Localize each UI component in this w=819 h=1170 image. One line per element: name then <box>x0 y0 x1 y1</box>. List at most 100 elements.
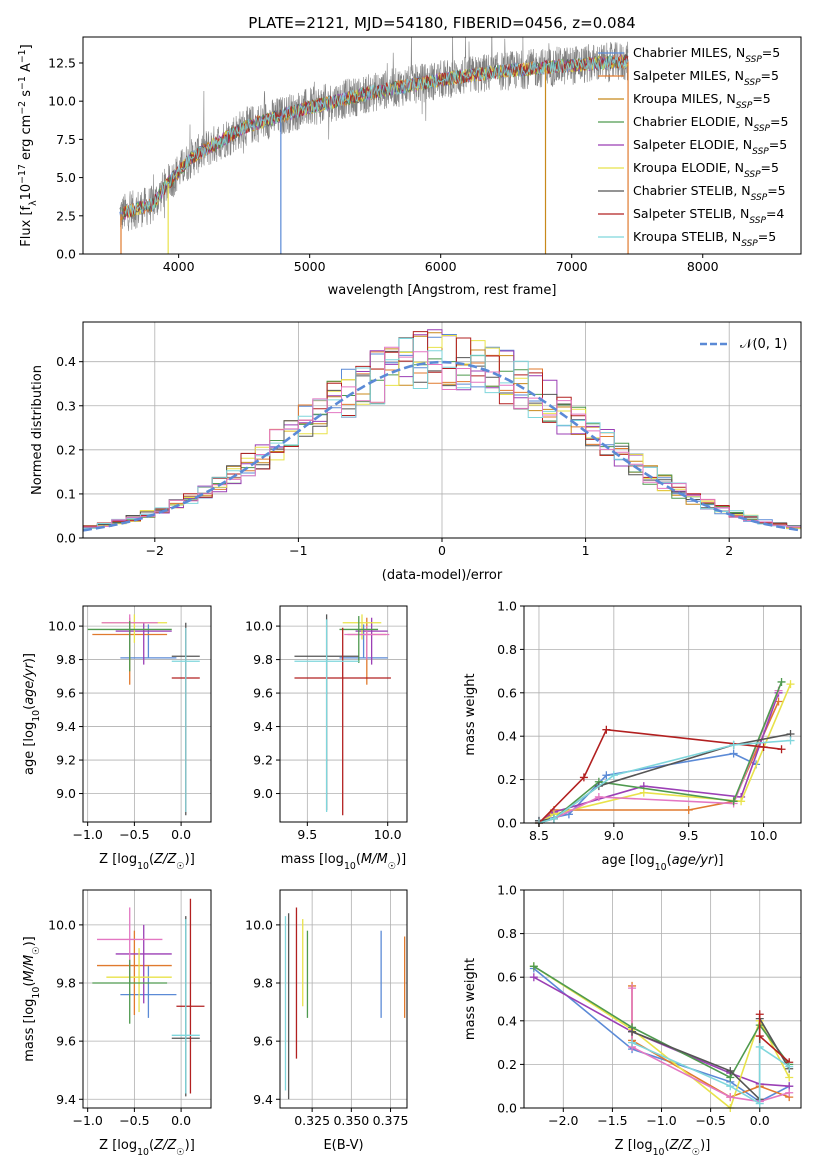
spectrum-xtick-label: 7000 <box>556 259 588 274</box>
spectrum-title: PLATE=2121, MJD=54180, FIBERID=0456, z=0… <box>248 14 635 32</box>
spectrum-ytick-label: 12.5 <box>48 55 76 70</box>
z-age-xtick-label: 0.0 <box>171 827 191 842</box>
legend-entry: Kroupa MILES, NSSP=5 <box>633 91 771 111</box>
z-weight-marker <box>755 1010 764 1019</box>
z-weight-marker <box>755 1099 764 1108</box>
z-mass-xlabel: Z [log10(Z/Z☉)] <box>99 1138 195 1158</box>
age-weight-ytick-label: 0.8 <box>497 642 517 657</box>
hist-plot-area <box>82 329 801 532</box>
age-weight-marker <box>602 725 611 734</box>
z-mass-frame <box>82 889 212 1109</box>
z-age-ytick-label: 9.6 <box>56 686 76 701</box>
spectrum-ytick-label: 2.5 <box>56 208 76 223</box>
z-age-ytick-label: 9.4 <box>56 719 76 734</box>
age-weight-marker <box>786 736 795 745</box>
gauss-curve <box>82 360 799 532</box>
z-age-ytick-label: 9.8 <box>56 652 76 667</box>
mass-age-ytick-label: 9.2 <box>253 753 273 768</box>
z-weight-ytick-label: 0.6 <box>497 970 517 985</box>
z-weight-ytick-label: 1.0 <box>497 883 517 898</box>
z-mass-ytick-label: 9.4 <box>56 1092 76 1107</box>
z-age-frame <box>82 605 212 823</box>
z-age-ytick-label: 9.0 <box>56 786 76 801</box>
age-weight-plot-area <box>534 677 795 827</box>
legend-entry: Kroupa STELIB, NSSP=5 <box>633 229 776 249</box>
age-weight-xtick-label: 10.0 <box>750 828 778 843</box>
ebv-mass-plot-area <box>284 907 406 1100</box>
ebv-mass-xtick-label: 0.350 <box>333 1113 369 1128</box>
hist-legend-entry: 𝒩(0, 1) <box>740 337 787 352</box>
z-weight-xtick-label: −1.0 <box>646 1113 676 1128</box>
spectrum-xlabel: wavelength [Angstrom, rest frame] <box>328 283 557 298</box>
legend-entry: Kroupa ELODIE, NSSP=5 <box>633 160 779 180</box>
z-mass-axes <box>83 890 211 1108</box>
z-mass-xtick-label: −1.0 <box>72 1113 102 1128</box>
z-weight-plot-area <box>529 962 794 1112</box>
z-weight-marker <box>529 962 538 971</box>
hist-xlabel: (data-model)/error <box>382 568 503 583</box>
mass-age-xtick-label: 9.5 <box>297 827 317 842</box>
age-weight-marker <box>609 771 618 780</box>
hist-step-line <box>83 338 801 529</box>
age-weight-marker <box>684 805 693 814</box>
age-weight-marker <box>777 677 786 686</box>
spectrum-frame <box>82 36 802 255</box>
mass-age-ytick-label: 9.4 <box>253 719 273 734</box>
age-weight-ytick-label: 0.4 <box>497 729 517 744</box>
hist-ytick-label: 0.0 <box>56 531 76 546</box>
spectrum-ytick-label: 5.0 <box>56 170 76 185</box>
z-mass-ytick-label: 9.8 <box>56 976 76 991</box>
z-age-axes <box>83 606 211 822</box>
legend-entry: Chabrier STELIB, NSSP=5 <box>633 183 786 203</box>
age-weight-ytick-label: 0.6 <box>497 685 517 700</box>
z-age-ytick-label: 10.0 <box>48 619 76 634</box>
z-age-ylabel: age [log10(age/yr)] <box>22 653 42 775</box>
legend-entry: Salpeter ELODIE, NSSP=5 <box>633 137 787 157</box>
z-weight-series-line <box>758 1014 790 1063</box>
z-weight-marker <box>628 1027 637 1036</box>
mass-age-ytick-label: 10.0 <box>245 619 273 634</box>
z-mass-xtick-label: −0.5 <box>119 1113 149 1128</box>
ebv-mass-ytick-label: 9.6 <box>253 1034 273 1049</box>
z-weight-marker <box>726 1066 735 1075</box>
z-weight-xtick-label: −0.5 <box>695 1113 725 1128</box>
z-mass-ytick-label: 9.6 <box>56 1034 76 1049</box>
age-weight-marker <box>777 745 786 754</box>
age-weight-marker <box>737 797 746 806</box>
ebv-mass-xlabel: E(B-V) <box>323 1138 363 1153</box>
z-mass-xtick-label: 0.0 <box>171 1113 191 1128</box>
mass-age-ytick-label: 9.0 <box>253 786 273 801</box>
age-weight-marker <box>579 773 588 782</box>
hist-xtick-label: 0 <box>438 543 446 558</box>
legend-entry: Salpeter STELIB, NSSP=4 <box>633 206 784 226</box>
z-weight-ytick-label: 0.2 <box>497 1057 517 1072</box>
hist-ytick-label: 0.4 <box>56 354 76 369</box>
mass-age-ytick-label: 9.6 <box>253 686 273 701</box>
z-weight-marker <box>755 1042 764 1051</box>
mass-age-frame <box>279 605 408 823</box>
z-weight-marker <box>785 1088 794 1097</box>
z-mass-ylabel: mass [log10(M/M☉)] <box>22 936 42 1062</box>
legend-entry: Chabrier MILES, NSSP=5 <box>633 45 780 65</box>
age-weight-ytick-label: 0.2 <box>497 772 517 787</box>
age-weight-ytick-label: 1.0 <box>497 599 517 614</box>
age-weight-marker <box>786 680 795 689</box>
age-weight-xlabel: age [log10(age/yr)] <box>601 853 723 873</box>
age-weight-xtick-label: 8.5 <box>529 828 549 843</box>
age-weight-frame <box>523 605 802 824</box>
legend-entry: Salpeter MILES, NSSP=5 <box>633 68 779 88</box>
z-age-plot-area <box>87 614 200 816</box>
spectrum-model-line <box>124 55 628 216</box>
hist-ytick-label: 0.1 <box>56 486 76 501</box>
spectrum-ylabel: Flux [fλ10−17 erg cm−2 s−1 A−1] <box>17 44 39 246</box>
spectrum-data-line <box>119 37 629 232</box>
hist-ytick-label: 0.2 <box>56 442 76 457</box>
spectrum-xtick-label: 4000 <box>163 259 195 274</box>
spectrum-ytick-label: 0.0 <box>56 247 76 262</box>
z-age-ytick-label: 9.2 <box>56 753 76 768</box>
spectrum-ytick-label: 7.5 <box>56 132 76 147</box>
spectrum-legend: Chabrier MILES, NSSP=5 Salpeter MILES, NS… <box>598 45 788 249</box>
z-weight-marker <box>726 1093 735 1102</box>
hist-ytick-label: 0.3 <box>56 398 76 413</box>
